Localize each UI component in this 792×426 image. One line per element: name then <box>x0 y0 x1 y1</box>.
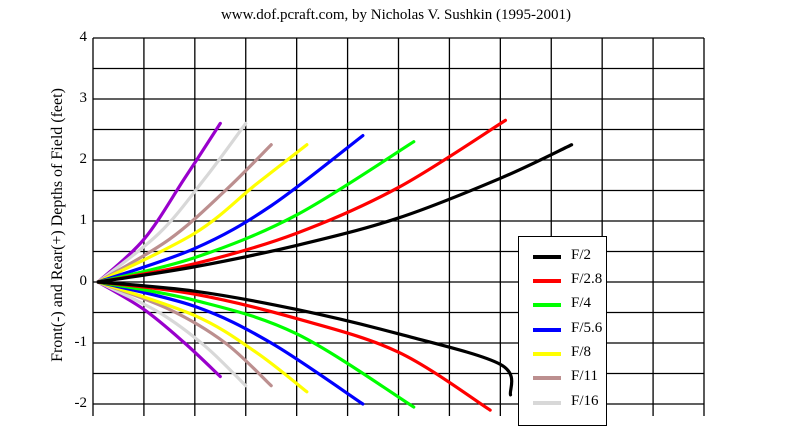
legend-label: F/4 <box>571 295 592 311</box>
legend-label: F/11 <box>571 368 598 384</box>
dof-curve-front <box>96 280 248 388</box>
dof-curve-rear <box>96 121 222 284</box>
dof-curve-front <box>96 280 514 397</box>
dof-curve-rear <box>96 121 248 284</box>
dof-curve-rear <box>96 118 508 284</box>
legend-item-f2-8: F/2.8 <box>519 270 606 294</box>
legend-item-f4: F/4 <box>519 294 606 318</box>
legend-item-f16: F/16 <box>519 392 606 416</box>
plot-curves <box>96 118 574 412</box>
legend-label: F/16 <box>571 393 599 409</box>
legend-swatch-icon <box>533 279 561 283</box>
dof-curve-rear <box>96 140 416 284</box>
y-tick-label: 3 <box>79 90 88 106</box>
dof-curve-front <box>96 280 222 379</box>
dof-curve-front <box>96 280 365 406</box>
chart-subtitle: www.dof.pcraft.com, by Nicholas V. Sushk… <box>220 7 572 23</box>
legend-swatch-icon <box>533 255 561 259</box>
y-tick-label: 2 <box>79 151 88 167</box>
dof-curve-rear <box>96 134 365 284</box>
legend-label: F/5.6 <box>571 320 603 336</box>
dof-curve-rear <box>96 143 273 284</box>
y-tick-label: 1 <box>79 212 88 228</box>
y-axis-label: Front(-) and Rear(+) Depths of Field (fe… <box>49 88 66 362</box>
legend-swatch-icon <box>533 328 561 332</box>
dof-curve-front <box>96 280 309 394</box>
dof-curve-front <box>96 280 416 409</box>
legend-label: F/8 <box>571 344 592 360</box>
legend-item-f8: F/8 <box>519 343 606 367</box>
dof-curve-rear <box>96 143 574 284</box>
legend-swatch-icon <box>533 352 561 356</box>
dof-curve-front <box>96 280 492 412</box>
legend-swatch-icon <box>533 376 561 380</box>
dof-chart <box>92 37 705 416</box>
y-tick-label: 4 <box>79 29 88 45</box>
legend-label: F/2.8 <box>571 271 603 287</box>
legend-item-f2: F/2 <box>519 246 606 270</box>
y-tick-label: 0 <box>79 273 88 289</box>
legend-item-f11: F/11 <box>519 367 606 391</box>
y-tick-label: -1 <box>74 334 88 350</box>
legend-item-f5-6: F/5.6 <box>519 319 606 343</box>
legend: F/2 F/2.8 F/4 F/5.6 F/8 F/11 F/16 <box>518 236 607 426</box>
legend-swatch-icon <box>533 303 561 307</box>
y-tick-label: -2 <box>74 395 88 411</box>
legend-swatch-icon <box>533 401 561 405</box>
dof-curve-rear <box>96 143 309 284</box>
legend-label: F/2 <box>571 247 592 263</box>
